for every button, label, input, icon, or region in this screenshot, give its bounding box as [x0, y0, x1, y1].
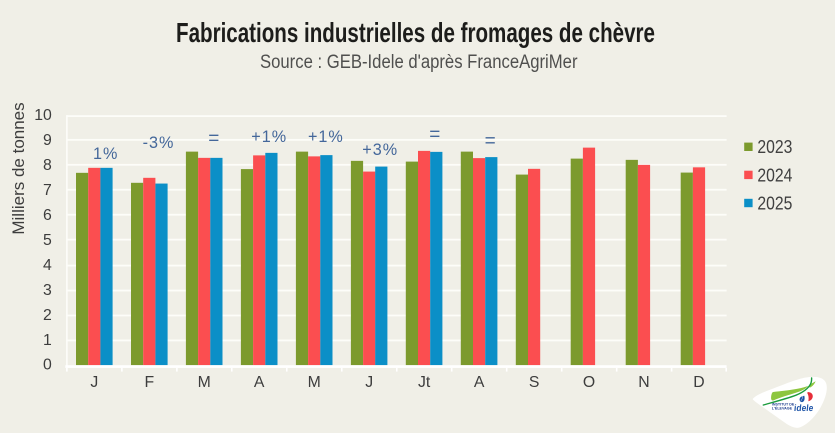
- svg-text:INSTITUT DE: INSTITUT DE: [772, 402, 795, 406]
- svg-text:2023: 2023: [757, 136, 792, 158]
- svg-text:10: 10: [34, 107, 52, 124]
- svg-text:D: D: [693, 374, 704, 391]
- svg-text:9: 9: [43, 132, 52, 149]
- svg-text:+1%: +1%: [308, 128, 344, 146]
- svg-text:1: 1: [43, 332, 52, 349]
- svg-text:=: =: [485, 131, 497, 152]
- svg-text:M: M: [198, 374, 211, 391]
- svg-text:=: =: [208, 128, 220, 149]
- svg-text:5: 5: [43, 232, 52, 249]
- svg-text:2024: 2024: [757, 164, 792, 186]
- svg-text:1%: 1%: [93, 145, 118, 163]
- svg-text:8: 8: [43, 157, 52, 174]
- svg-text:J: J: [90, 374, 98, 391]
- svg-text:6: 6: [43, 207, 52, 224]
- svg-text:Milliers de tonnes: Milliers de tonnes: [9, 102, 28, 234]
- svg-text:A: A: [254, 374, 265, 391]
- svg-text:idele: idele: [794, 403, 814, 413]
- svg-text:7: 7: [43, 182, 52, 199]
- svg-text:3: 3: [43, 282, 52, 299]
- svg-text:N: N: [638, 374, 649, 391]
- svg-text:-3%: -3%: [143, 134, 175, 152]
- svg-text:S: S: [529, 374, 540, 391]
- svg-text:J: J: [365, 374, 373, 391]
- svg-text:O: O: [583, 374, 595, 391]
- svg-text:M: M: [308, 374, 321, 391]
- svg-text:+3%: +3%: [362, 141, 398, 159]
- svg-text:4: 4: [43, 257, 52, 274]
- svg-text:2: 2: [43, 307, 52, 324]
- svg-text:L'ÉLEVAGE: L'ÉLEVAGE: [772, 405, 793, 410]
- svg-text:A: A: [474, 374, 485, 391]
- svg-text:0: 0: [43, 357, 52, 374]
- svg-text:+1%: +1%: [251, 128, 287, 146]
- svg-text:F: F: [144, 374, 154, 391]
- svg-text:Jt: Jt: [418, 374, 431, 391]
- svg-text:2025: 2025: [757, 192, 792, 214]
- svg-text:=: =: [429, 124, 441, 145]
